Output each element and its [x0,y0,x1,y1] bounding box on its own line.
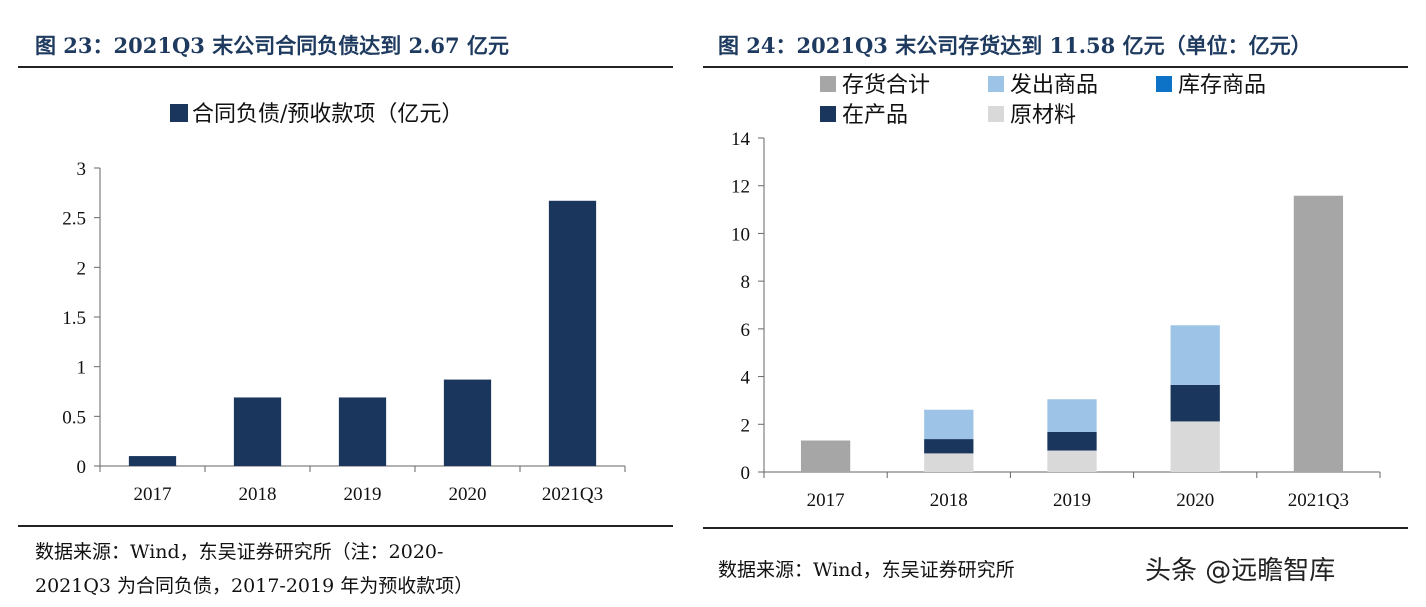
legend-swatch-发出商品 [988,76,1004,92]
bar-2019-合同负债/预收款项（亿元） [338,397,387,466]
right-figure-title: 图 24：2021Q3 末公司存货达到 11.58 亿元（单位：亿元） [718,33,1312,58]
right-stacked-bar-chart: 0 2 4 6 8 10 12 14 2017 2018 2019 2020 2021Q3 存货合计 发出商… [731,73,1381,511]
y-tick-label: 0 [77,457,87,478]
bar-2019-在产品 [1047,431,1097,451]
right-figure: 图 24：2021Q3 末公司存货达到 11.58 亿元（单位：亿元） 0 2 4 6… [700,0,1426,607]
y-tick-label: 1 [77,358,87,379]
right-source-rule [703,527,1408,529]
legend-swatch-在产品 [820,106,836,122]
left-source-line-1: 数据来源：Wind，东吴证券研究所（注：2020- [35,541,444,563]
left-source-rule [18,525,673,527]
x-tick-label: 2020 [449,484,487,505]
y-tick-label: 4 [741,368,751,389]
legend-label-原材料: 原材料 [1010,103,1076,128]
legend-label: 合同负债/预收款项（亿元） [192,102,463,127]
bar-2020-发出商品 [1170,325,1220,385]
y-tick-label: 14 [731,129,751,150]
legend-swatch-原材料 [988,106,1004,122]
bar-2017-存货合计 [800,440,851,472]
right-source: 数据来源：Wind，东吴证券研究所 [718,559,1015,581]
bar-2018-原材料 [924,453,974,472]
bar-2020-合同负债/预收款项（亿元） [443,379,492,466]
bar-2018-在产品 [924,439,974,454]
y-tick-label: 10 [731,224,750,245]
y-tick-label: 8 [741,272,751,293]
x-tick-label: 2021Q3 [1288,490,1349,511]
left-figure: 图 23：2021Q3 末公司合同负债达到 2.67 亿元 0 0.5 1 1.5 2 2… [0,0,690,607]
x-tick-label: 2020 [1176,490,1214,511]
left-bar-chart: 0 0.5 1 1.5 2 2.5 3 2017 2018 2019 2020 2021Q3 合同负债/… [62,102,626,505]
bar-2020-原材料 [1170,421,1220,472]
y-tick-label: 2 [77,258,87,279]
y-tick-label: 6 [741,320,751,341]
bar-2019-原材料 [1047,450,1097,472]
bar-2018-发出商品 [924,409,974,440]
y-tick-label: 1.5 [62,308,86,329]
y-tick-label: 2 [741,415,751,436]
legend-swatch [170,104,188,122]
bar-2017-合同负债/预收款项（亿元） [128,456,177,466]
legend-label-库存商品: 库存商品 [1178,73,1266,98]
left-title-rule [18,66,673,68]
y-tick-label: 2.5 [62,209,86,230]
left-source-line-2: 2021Q3 为合同负债，2017-2019 年为预收款项） [35,575,474,597]
bar-2018-合同负债/预收款项（亿元） [233,397,282,466]
bar-2019-发出商品 [1047,399,1097,432]
y-tick-label: 3 [77,159,87,180]
legend-swatch-存货合计 [820,76,836,92]
legend-label-存货合计: 存货合计 [842,73,930,98]
legend-swatch-库存商品 [1156,76,1172,92]
bar-2021Q3-合同负债/预收款项（亿元） [548,200,597,466]
x-tick-label: 2017 [807,490,845,511]
y-tick-label: 12 [731,177,750,198]
right-title-rule [703,66,1408,68]
bar-2020-在产品 [1170,384,1220,422]
bar-2021Q3-存货合计 [1293,195,1344,472]
x-tick-label: 2019 [344,484,382,505]
x-tick-label: 2017 [134,484,172,505]
legend-label-在产品: 在产品 [842,103,908,128]
x-tick-label: 2018 [239,484,277,505]
y-tick-label: 0.5 [62,407,86,428]
y-tick-label: 0 [741,463,751,484]
left-figure-title: 图 23：2021Q3 末公司合同负债达到 2.67 亿元 [35,33,509,58]
x-tick-label: 2021Q3 [542,484,603,505]
x-tick-label: 2018 [930,490,968,511]
x-tick-label: 2019 [1053,490,1091,511]
watermark: 头条 @远瞻智库 [1145,556,1336,586]
legend-label-发出商品: 发出商品 [1010,73,1098,98]
